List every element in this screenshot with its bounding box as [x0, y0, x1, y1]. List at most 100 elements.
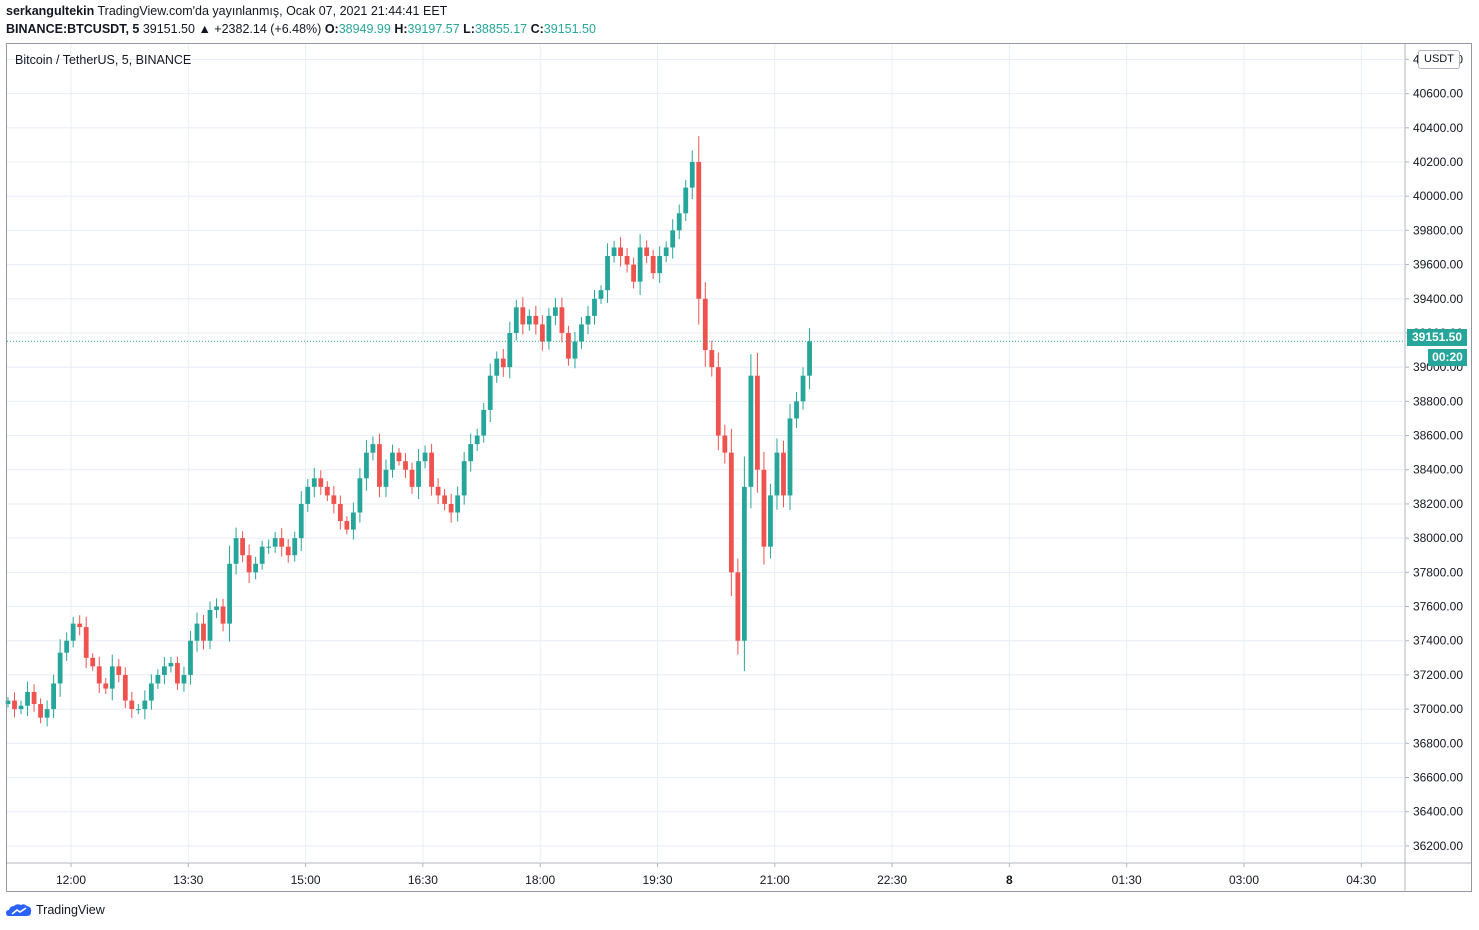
price-tick-label: 40000.00: [1413, 189, 1463, 203]
candle-body: [311, 478, 317, 487]
candle-body: [298, 503, 304, 539]
candle-body: [520, 307, 526, 325]
candle-body: [259, 546, 265, 564]
candle-body: [572, 341, 578, 359]
candle-body: [526, 315, 532, 325]
candle-body: [631, 264, 636, 282]
candle-body: [768, 495, 773, 547]
candle-body: [90, 657, 96, 667]
candle-body: [305, 486, 311, 504]
price-tick-label: 37800.00: [1413, 565, 1463, 579]
candle-body: [70, 623, 76, 641]
time-tick-label: 12:00: [56, 873, 86, 887]
last-price-tag: 39151.50: [1407, 329, 1467, 346]
cloud-icon: [6, 904, 32, 916]
candle-body: [598, 290, 604, 299]
candle-body: [448, 503, 454, 513]
candle-body: [148, 683, 154, 701]
candle-body: [331, 495, 337, 504]
candle-body: [689, 161, 695, 188]
candle-body: [96, 666, 102, 684]
candle-body: [435, 486, 441, 496]
time-tick-label: 01:30: [1112, 873, 1142, 887]
countdown-tag: 00:20: [1428, 349, 1467, 366]
candle-body: [51, 683, 57, 710]
candle-body: [403, 461, 408, 470]
candle-body: [663, 247, 669, 257]
candle-body: [774, 452, 780, 496]
candle-body: [644, 247, 650, 257]
candle-body: [455, 495, 461, 513]
candle-body: [181, 674, 187, 684]
candle-body: [64, 640, 70, 653]
candle-body: [539, 324, 545, 342]
candle-body: [579, 324, 584, 342]
candle-body: [44, 709, 50, 718]
candle-body: [709, 350, 715, 368]
candle-body: [409, 469, 415, 487]
candle-body: [468, 444, 474, 462]
candle-body: [168, 662, 174, 667]
price-tick-label: 40600.00: [1413, 87, 1463, 101]
candle-body: [122, 674, 128, 701]
candle-body: [38, 703, 43, 718]
candle-body: [807, 341, 812, 376]
candle-body: [25, 692, 30, 706]
candle-body: [390, 452, 395, 470]
candle-body: [566, 332, 571, 359]
price-tick-label: 36200.00: [1413, 839, 1463, 853]
candle-body: [18, 705, 24, 710]
time-tick-label: 21:00: [760, 873, 790, 887]
candle-body: [155, 674, 161, 684]
candle-body: [487, 375, 493, 410]
candle-body: [605, 256, 610, 291]
price-tick-label: 38000.00: [1413, 531, 1463, 545]
publish-text: TradingView.com'da yayınlanmış, Ocak 07,…: [97, 4, 448, 18]
publish-info: serkangultekin TradingView.com'da yayınl…: [6, 4, 447, 18]
open-value: 38949.99: [338, 22, 391, 36]
low-label: L:: [463, 22, 475, 36]
candle-body: [103, 683, 109, 689]
candle-body: [442, 495, 448, 504]
candle-body: [188, 640, 193, 675]
price-tick-label: 36800.00: [1413, 736, 1463, 750]
candle-body: [702, 298, 708, 351]
price-tick-label: 40200.00: [1413, 155, 1463, 169]
candle-body: [657, 256, 663, 274]
candle-body: [735, 572, 741, 641]
time-tick-label: 19:30: [642, 873, 672, 887]
candle-body: [513, 307, 519, 333]
candle-body: [350, 512, 356, 530]
candle-body: [546, 315, 552, 342]
price-tick-label: 36600.00: [1413, 771, 1463, 785]
candle-body: [83, 627, 89, 658]
candle-body: [162, 666, 167, 675]
candle-body: [266, 546, 272, 548]
candle-body: [618, 247, 623, 257]
candle-body: [781, 452, 786, 496]
tradingview-logo[interactable]: TradingView: [6, 903, 105, 917]
candle-body: [240, 538, 245, 556]
candle-body: [500, 358, 506, 368]
change-value: ▲ +2382.14 (+6.48%): [198, 22, 322, 36]
candle-body: [214, 606, 219, 610]
candle-body: [494, 358, 500, 376]
candle-body: [383, 469, 389, 487]
time-tick-label: 04:30: [1346, 873, 1376, 887]
candle-body: [324, 486, 330, 496]
price-tick-label: 38800.00: [1413, 394, 1463, 408]
candle-body: [585, 315, 591, 325]
candle-body: [31, 692, 37, 704]
candle-body: [337, 503, 343, 522]
price-tick-label: 37600.00: [1413, 600, 1463, 614]
candle-body: [474, 435, 480, 445]
candle-body: [696, 161, 702, 299]
high-value: 39197.57: [407, 22, 460, 36]
time-tick-label: 13:30: [173, 873, 203, 887]
candle-body: [57, 652, 63, 684]
candle-body: [611, 247, 617, 257]
candle-body: [637, 247, 643, 282]
currency-button[interactable]: USDT: [1418, 50, 1460, 69]
candle-body: [416, 461, 421, 487]
